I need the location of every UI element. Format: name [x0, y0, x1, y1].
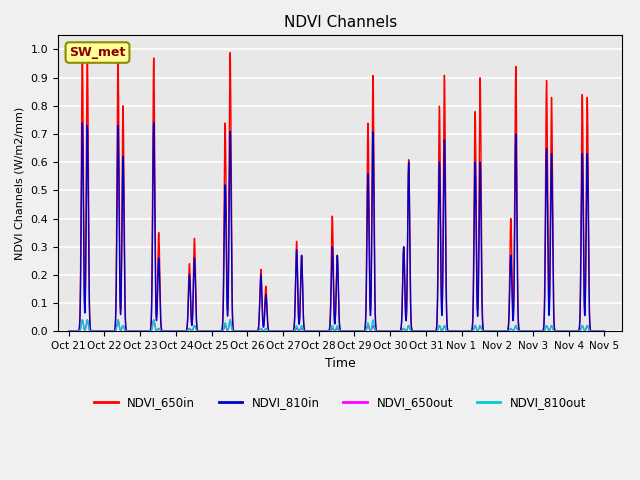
- NDVI_810out: [532, 328, 540, 334]
- NDVI_650out: [532, 328, 540, 334]
- NDVI_810in: [126, 328, 134, 334]
- NDVI_650in: [600, 328, 608, 334]
- NDVI_650in: [158, 327, 166, 333]
- NDVI_650out: [590, 328, 598, 334]
- NDVI_810out: [600, 328, 608, 334]
- Line: NDVI_810out: NDVI_810out: [68, 320, 604, 331]
- NDVI_810out: [65, 328, 72, 334]
- NDVI_810out: [271, 328, 278, 334]
- NDVI_810in: [271, 328, 278, 334]
- NDVI_810in: [65, 328, 72, 334]
- NDVI_810out: [126, 328, 134, 334]
- NDVI_810out: [158, 328, 166, 334]
- Text: SW_met: SW_met: [69, 46, 125, 59]
- Legend: NDVI_650in, NDVI_810in, NDVI_650out, NDVI_810out: NDVI_650in, NDVI_810in, NDVI_650out, NDV…: [90, 392, 591, 414]
- Line: NDVI_650out: NDVI_650out: [68, 320, 604, 331]
- Line: NDVI_810in: NDVI_810in: [68, 123, 604, 331]
- NDVI_650in: [590, 328, 598, 334]
- NDVI_810in: [532, 328, 540, 334]
- NDVI_650out: [126, 328, 134, 334]
- NDVI_650in: [79, 49, 86, 55]
- NDVI_810in: [158, 328, 166, 334]
- NDVI_650out: [158, 328, 166, 334]
- NDVI_650out: [600, 328, 608, 334]
- X-axis label: Time: Time: [324, 357, 355, 370]
- NDVI_650out: [271, 328, 278, 334]
- NDVI_650out: [294, 326, 301, 332]
- NDVI_650in: [126, 328, 134, 334]
- NDVI_810in: [600, 328, 608, 334]
- Title: NDVI Channels: NDVI Channels: [284, 15, 397, 30]
- NDVI_650in: [271, 328, 278, 334]
- NDVI_650in: [65, 328, 72, 334]
- Y-axis label: NDVI Channels (W/m2/mm): NDVI Channels (W/m2/mm): [15, 107, 25, 260]
- NDVI_650out: [79, 317, 86, 323]
- NDVI_810out: [590, 328, 598, 334]
- NDVI_810in: [79, 120, 86, 126]
- NDVI_650in: [294, 272, 301, 278]
- NDVI_810out: [79, 317, 86, 323]
- NDVI_810in: [294, 277, 301, 283]
- NDVI_650out: [65, 328, 72, 334]
- NDVI_810in: [590, 328, 598, 334]
- NDVI_650in: [532, 328, 540, 334]
- NDVI_810out: [294, 325, 301, 331]
- Line: NDVI_650in: NDVI_650in: [68, 52, 604, 331]
